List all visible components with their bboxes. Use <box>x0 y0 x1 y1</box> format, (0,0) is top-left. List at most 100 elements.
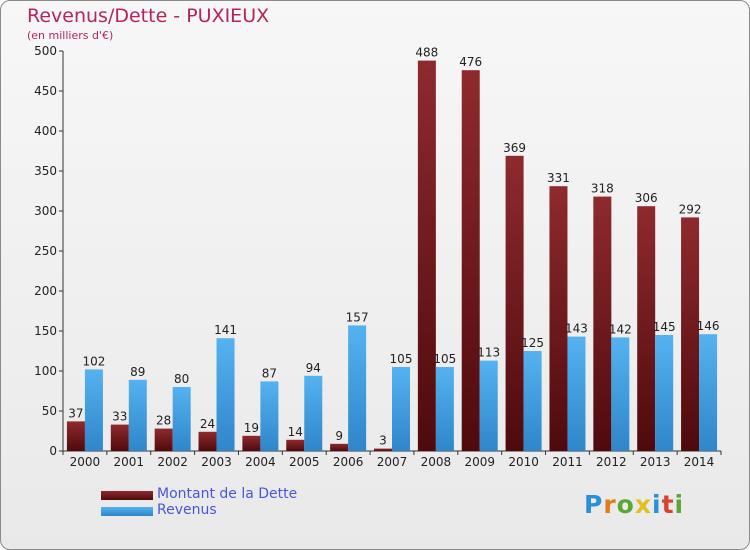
logo-letter: i <box>674 490 685 519</box>
y-tick-label: 0 <box>49 444 57 458</box>
x-tick-label: 2009 <box>464 455 495 469</box>
proxiti-logo: Proxiti <box>584 490 684 519</box>
bar-debt <box>505 155 524 452</box>
data-label-revenus: 146 <box>697 319 720 333</box>
x-tick-label: 2008 <box>421 455 452 469</box>
x-tick-label: 2013 <box>640 455 671 469</box>
bar-revenus <box>348 325 367 451</box>
bar-revenus <box>699 334 718 451</box>
bar-revenus <box>523 351 542 451</box>
bar-debt <box>681 217 700 451</box>
data-label-debt: 318 <box>591 182 614 196</box>
logo-letter: t <box>661 490 675 519</box>
x-tick-label: 2011 <box>552 455 583 469</box>
logo-letter: r <box>603 490 617 519</box>
data-label-debt: 9 <box>335 429 343 443</box>
x-tick-label: 2007 <box>377 455 408 469</box>
data-label-debt: 306 <box>635 191 658 205</box>
legend-swatch-revenus <box>101 507 153 516</box>
data-label-revenus: 80 <box>174 372 189 386</box>
data-label-debt: 33 <box>112 410 127 424</box>
bar-debt <box>154 428 173 451</box>
y-tick-label: 350 <box>34 164 57 178</box>
bar-debt <box>242 435 261 451</box>
bar-revenus <box>611 337 630 451</box>
bar-revenus <box>172 387 191 451</box>
x-tick-label: 2012 <box>596 455 627 469</box>
data-label-debt: 3 <box>379 434 387 448</box>
bar-debt <box>110 424 129 451</box>
legend-label-debt: Montant de la Dette <box>157 486 298 502</box>
bar-debt <box>417 60 436 451</box>
bar-debt <box>66 421 85 451</box>
x-tick-label: 2014 <box>684 455 715 469</box>
y-tick-label: 200 <box>34 284 57 298</box>
data-label-debt: 24 <box>200 417 215 431</box>
data-label-revenus: 142 <box>609 322 632 336</box>
data-label-debt: 331 <box>547 171 570 185</box>
logo-letter: x <box>634 490 652 519</box>
data-label-revenus: 89 <box>130 365 145 379</box>
bar-revenus <box>567 336 586 451</box>
bar-revenus <box>84 369 103 451</box>
data-label-revenus: 105 <box>433 352 456 366</box>
x-tick-label: 2010 <box>508 455 539 469</box>
y-tick-label: 300 <box>34 204 57 218</box>
data-label-revenus: 145 <box>653 320 676 334</box>
bar-revenus <box>216 338 235 451</box>
data-label-revenus: 87 <box>262 366 277 380</box>
y-tick-label: 150 <box>34 324 57 338</box>
x-tick-label: 2003 <box>201 455 232 469</box>
data-label-debt: 488 <box>415 46 438 60</box>
x-tick-label: 2001 <box>114 455 145 469</box>
bar-debt <box>549 186 568 451</box>
data-label-debt: 19 <box>244 421 259 435</box>
x-tick-label: 2002 <box>157 455 188 469</box>
data-label-debt: 37 <box>68 406 83 420</box>
chart-title: Revenus/Dette - PUXIEUX <box>27 5 270 27</box>
bar-debt <box>330 443 349 451</box>
y-tick-label: 100 <box>34 364 57 378</box>
legend-swatch-debt <box>101 491 153 500</box>
bar-revenus <box>392 367 410 451</box>
bar-revenus <box>655 335 674 451</box>
data-label-debt: 28 <box>156 414 171 428</box>
data-labels: 37 102 33 89 28 80 24 141 19 87 14 94 9 157 3 105 488 105… <box>68 46 719 448</box>
chart-subtitle: (en milliers d'€) <box>27 29 114 42</box>
logo-letter: P <box>584 490 604 519</box>
y-tick-label: 250 <box>34 244 57 258</box>
bar-revenus <box>128 379 147 451</box>
x-tick-label: 2005 <box>289 455 320 469</box>
data-label-debt: 14 <box>288 425 303 439</box>
bar-debt <box>374 448 392 451</box>
x-tick-label: 2006 <box>333 455 364 469</box>
bar-debt <box>198 431 217 451</box>
bars <box>66 60 718 452</box>
data-label-debt: 369 <box>503 141 526 155</box>
bar-revenus <box>260 381 279 451</box>
data-label-debt: 476 <box>459 55 482 69</box>
bar-debt <box>637 206 656 451</box>
bar-debt <box>286 439 305 451</box>
legend-label-revenus: Revenus <box>157 502 217 518</box>
data-label-revenus: 102 <box>82 354 105 368</box>
logo-letter: i <box>652 490 662 519</box>
bar-debt <box>461 70 480 451</box>
y-tick-label: 50 <box>42 404 57 418</box>
data-label-revenus: 141 <box>214 323 237 337</box>
y-tick-label: 450 <box>34 84 57 98</box>
x-tick-label: 2004 <box>245 455 276 469</box>
logo-letter: o <box>616 490 635 519</box>
x-tick-label: 2000 <box>70 455 101 469</box>
data-label-revenus: 94 <box>306 361 321 375</box>
data-label-revenus: 157 <box>346 310 369 324</box>
data-label-revenus: 105 <box>390 352 413 366</box>
bar-debt <box>593 196 612 451</box>
data-label-debt: 292 <box>679 202 702 216</box>
y-tick-label: 400 <box>34 124 57 138</box>
data-label-revenus: 113 <box>477 346 500 360</box>
bar-revenus <box>304 375 323 451</box>
bar-revenus <box>435 367 454 451</box>
